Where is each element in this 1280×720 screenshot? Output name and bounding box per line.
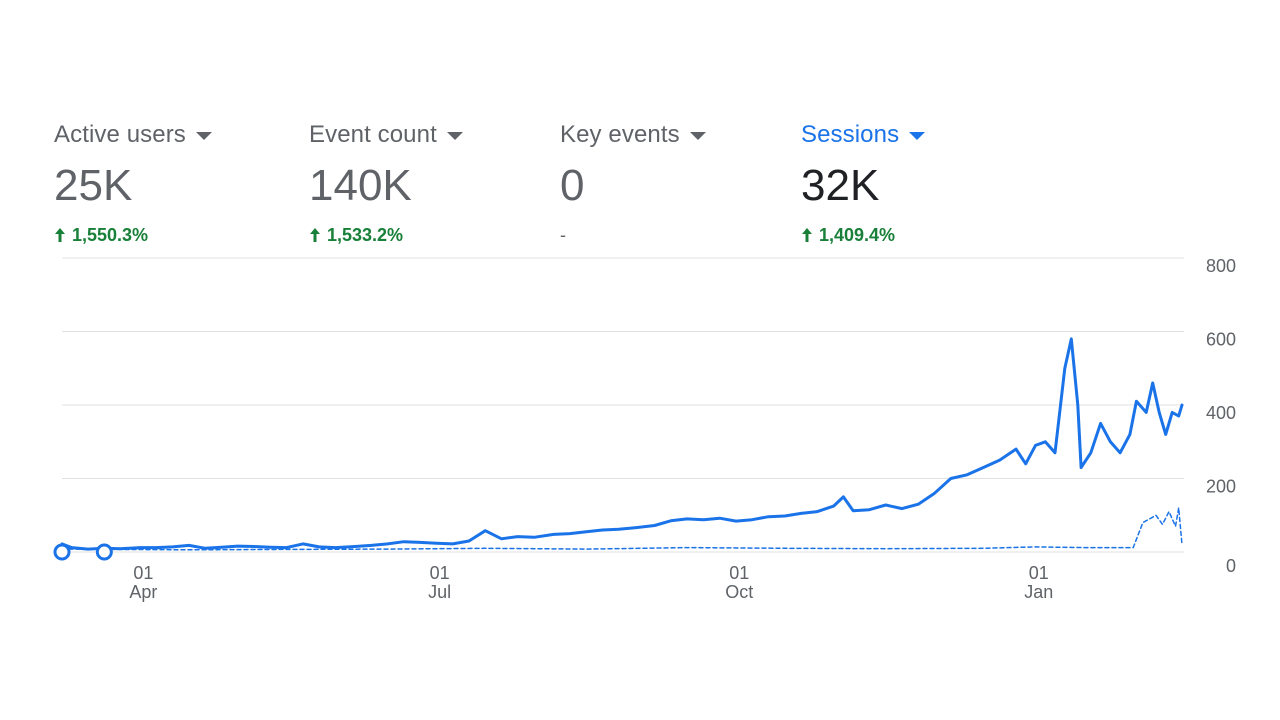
x-tick-day: 01 bbox=[133, 563, 153, 583]
metric-label: Event count bbox=[309, 121, 437, 148]
dropdown-caret-icon[interactable] bbox=[689, 132, 706, 140]
arrow-up-icon bbox=[309, 227, 321, 243]
metric-change: 1,409.4% bbox=[801, 224, 925, 246]
x-tick-day: 01 bbox=[729, 563, 749, 583]
dropdown-caret-icon[interactable] bbox=[195, 132, 212, 140]
metric-value: 140K bbox=[309, 161, 412, 210]
metric-value: 0 bbox=[560, 161, 585, 210]
metric-sessions[interactable]: Sessions 32K 1,409.4% bbox=[801, 118, 926, 246]
metric-selector[interactable]: Sessions bbox=[801, 118, 926, 152]
metric-selector[interactable]: Active users bbox=[54, 118, 212, 152]
metric-change-value: 1,550.3% bbox=[72, 224, 149, 245]
metric-value: 32K bbox=[801, 161, 880, 210]
x-tick-month: Apr bbox=[129, 582, 157, 602]
y-tick-label: 0 bbox=[1226, 556, 1236, 576]
x-tick-day: 01 bbox=[1029, 563, 1049, 583]
metric-active-users[interactable]: Active users 25K 1,550.3% bbox=[54, 118, 212, 246]
y-tick-label: 600 bbox=[1206, 330, 1236, 350]
metric-label: Sessions bbox=[801, 121, 900, 148]
metric-event-count[interactable]: Event count 140K 1,533.2% bbox=[309, 118, 463, 246]
x-tick-month: Oct bbox=[725, 582, 753, 602]
y-tick-label: 800 bbox=[1206, 256, 1236, 276]
y-tick-label: 200 bbox=[1206, 477, 1236, 497]
metric-selector[interactable]: Event count bbox=[309, 118, 463, 152]
metric-change-value: - bbox=[560, 224, 566, 245]
annotation-marker[interactable] bbox=[53, 543, 71, 561]
metric-label: Active users bbox=[54, 121, 186, 148]
x-tick-day: 01 bbox=[430, 563, 450, 583]
arrow-up-icon bbox=[801, 227, 813, 243]
comparison-series-line[interactable] bbox=[61, 507, 1183, 551]
metric-label: Key events bbox=[560, 121, 680, 148]
metric-change-value: 1,409.4% bbox=[819, 224, 896, 245]
metric-change-value: 1,533.2% bbox=[327, 224, 404, 245]
dropdown-caret-icon[interactable] bbox=[446, 132, 463, 140]
dropdown-caret-icon[interactable] bbox=[909, 132, 926, 140]
annotation-marker[interactable] bbox=[95, 543, 113, 561]
x-tick-month: Jan bbox=[1024, 582, 1053, 602]
metric-change: - bbox=[560, 224, 706, 246]
sessions-series-line[interactable] bbox=[60, 337, 1184, 551]
y-tick-label: 400 bbox=[1206, 403, 1236, 423]
metric-change: 1,533.2% bbox=[309, 224, 463, 246]
x-tick-month: Jul bbox=[428, 582, 451, 602]
metric-change: 1,550.3% bbox=[54, 224, 212, 246]
metric-selector[interactable]: Key events bbox=[560, 118, 706, 152]
arrow-up-icon bbox=[54, 227, 66, 243]
metric-value: 25K bbox=[54, 161, 133, 210]
metric-key-events[interactable]: Key events 0 - bbox=[560, 118, 706, 246]
